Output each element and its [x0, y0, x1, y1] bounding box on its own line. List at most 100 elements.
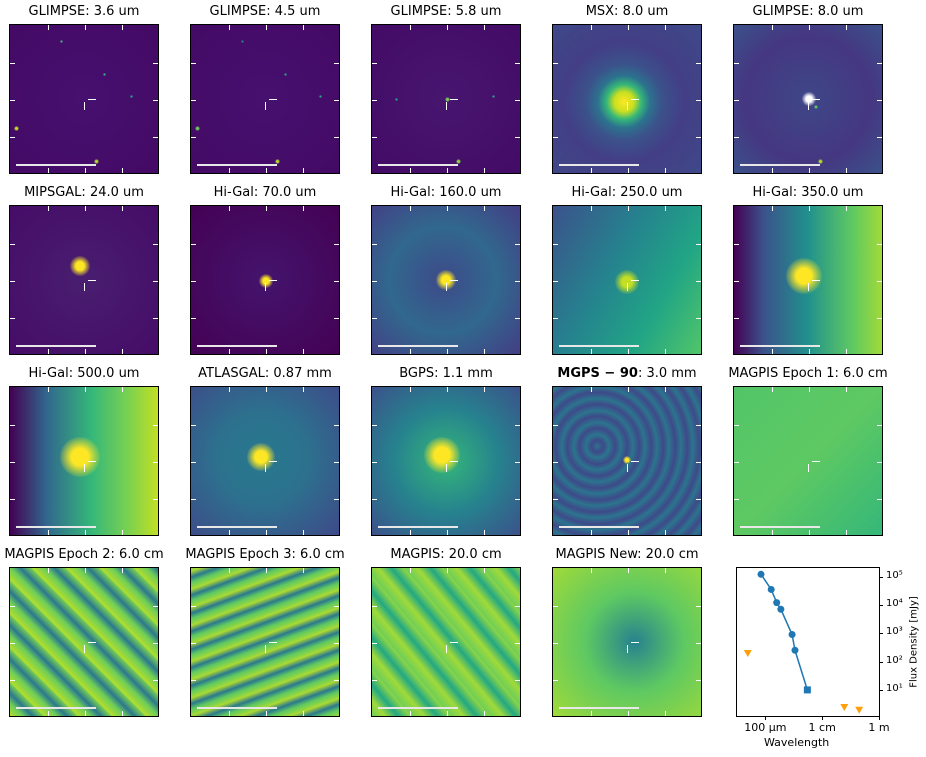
- frame-tick: [809, 387, 810, 392]
- source-marker-vertical: [627, 283, 628, 291]
- frame-tick: [696, 643, 701, 644]
- frame-tick: [122, 349, 123, 354]
- frame-tick: [122, 168, 123, 173]
- source-marker-horizontal: [88, 280, 96, 281]
- frame-tick: [266, 206, 267, 211]
- source-blob: [195, 126, 200, 131]
- source-marker-vertical: [265, 645, 266, 653]
- frame-tick: [85, 168, 86, 173]
- frame-tick: [48, 168, 49, 173]
- frame-tick: [553, 281, 558, 282]
- cutout-image: [734, 387, 882, 535]
- frame-tick: [410, 25, 411, 30]
- frame-tick: [628, 349, 629, 354]
- panel-title: Hi-Gal: 500.0 um: [0, 366, 184, 382]
- frame-tick: [10, 462, 15, 463]
- frame-tick: [447, 168, 448, 173]
- frame-tick: [696, 137, 701, 138]
- frame-tick: [334, 643, 339, 644]
- frame-tick: [591, 711, 592, 716]
- frame-tick: [772, 530, 773, 535]
- frame-tick: [85, 349, 86, 354]
- source-blob: [14, 126, 19, 131]
- panel-title-text: GLIMPSE: 4.5 um: [209, 4, 321, 19]
- sed-y-tick: [879, 633, 883, 635]
- panel-title-text: Hi-Gal: 500.0 um: [28, 366, 140, 381]
- panel-title-text: GLIMPSE: 8.0 um: [752, 4, 864, 19]
- cutout-image: [10, 206, 158, 354]
- sed-y-tick: [879, 576, 883, 578]
- frame-tick: [553, 100, 558, 101]
- frame-tick: [628, 206, 629, 211]
- panel-title-text: GLIMPSE: 3.6 um: [28, 4, 140, 19]
- frame-tick: [10, 425, 15, 426]
- frame-tick: [153, 100, 158, 101]
- frame-tick: [515, 462, 520, 463]
- frame-tick: [515, 499, 520, 500]
- scale-bar: [559, 164, 639, 166]
- scale-bar: [559, 526, 639, 528]
- frame-tick: [229, 349, 230, 354]
- sed-line: [760, 573, 809, 691]
- sed-y-tick: [879, 661, 883, 663]
- source-marker-horizontal: [88, 461, 96, 462]
- frame-tick: [372, 499, 377, 500]
- frame-tick: [553, 63, 558, 64]
- frame-tick: [696, 606, 701, 607]
- frame-tick: [10, 281, 15, 282]
- frame-tick: [10, 137, 15, 138]
- sed-x-tick-label: 1 cm: [808, 721, 836, 734]
- frame-tick: [628, 25, 629, 30]
- frame-tick: [191, 137, 196, 138]
- frame-tick: [334, 680, 339, 681]
- frame-tick: [553, 244, 558, 245]
- source-marker-vertical: [84, 102, 85, 110]
- panel-title: Hi-Gal: 250.0 um: [527, 185, 727, 201]
- source-marker-horizontal: [812, 99, 820, 100]
- sed-point: [777, 605, 785, 613]
- source-marker-vertical: [627, 102, 628, 110]
- frame-tick: [515, 63, 520, 64]
- sed-point: [788, 631, 796, 639]
- frame-tick: [334, 63, 339, 64]
- frame-tick: [846, 349, 847, 354]
- frame-tick: [372, 244, 377, 245]
- scale-bar: [378, 707, 458, 709]
- frame-tick: [515, 137, 520, 138]
- frame-tick: [809, 168, 810, 173]
- source-marker-horizontal: [450, 642, 458, 643]
- frame-tick: [410, 711, 411, 716]
- cutout-panel: [371, 386, 521, 536]
- frame-tick: [153, 244, 158, 245]
- frame-tick: [553, 137, 558, 138]
- frame-tick: [628, 711, 629, 716]
- frame-tick: [153, 499, 158, 500]
- frame-tick: [410, 206, 411, 211]
- frame-tick: [628, 387, 629, 392]
- source-marker-horizontal: [631, 461, 639, 462]
- frame-tick: [734, 425, 739, 426]
- source-marker-vertical: [84, 464, 85, 472]
- frame-tick: [48, 25, 49, 30]
- frame-tick: [334, 137, 339, 138]
- panel-title: GLIMPSE: 3.6 um: [0, 4, 184, 20]
- source-blob: [456, 159, 461, 164]
- scale-bar: [378, 164, 458, 166]
- frame-tick: [553, 462, 558, 463]
- frame-tick: [122, 25, 123, 30]
- frame-tick: [334, 100, 339, 101]
- frame-tick: [410, 349, 411, 354]
- panel-title: MIPSGAL: 24.0 um: [0, 185, 184, 201]
- cutout-panel: [552, 567, 702, 717]
- frame-tick: [10, 244, 15, 245]
- panel-title: MAGPIS: 20.0 cm: [346, 547, 546, 563]
- frame-tick: [153, 63, 158, 64]
- source-blob: [275, 159, 280, 164]
- scale-bar: [740, 164, 820, 166]
- frame-tick: [303, 25, 304, 30]
- frame-tick: [85, 568, 86, 573]
- frame-tick: [553, 643, 558, 644]
- frame-tick: [122, 711, 123, 716]
- sed-x-tick-label: 1 m: [868, 721, 890, 734]
- source-blob: [424, 437, 460, 473]
